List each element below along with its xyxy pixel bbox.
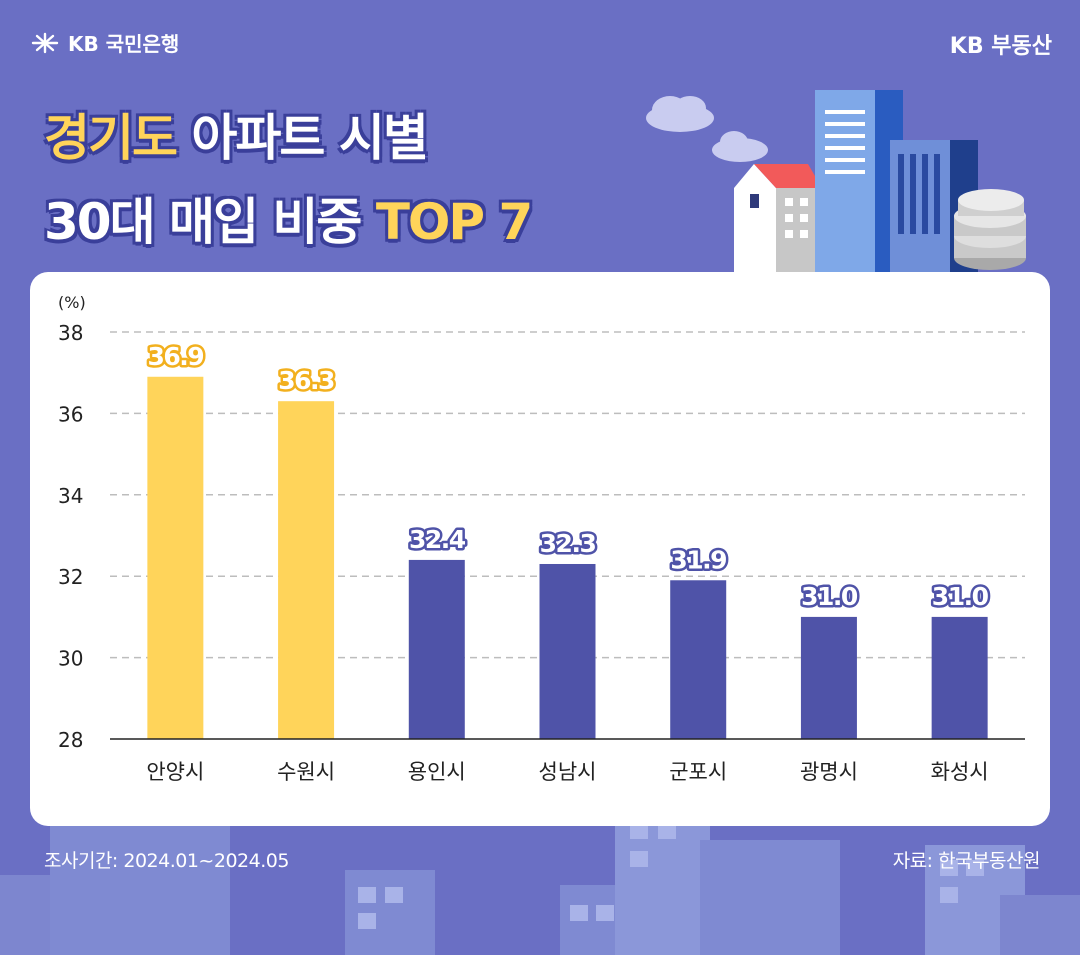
data-label: 31.0	[932, 582, 989, 611]
bar	[931, 616, 988, 739]
bar	[539, 563, 596, 739]
kb-star-icon	[31, 32, 59, 53]
data-label: 32.4	[409, 525, 466, 554]
bar	[278, 401, 335, 739]
y-tick-label: 32	[58, 565, 83, 589]
data-source: 자료: 한국부동산원	[892, 850, 1041, 872]
x-tick-label: 광명시	[800, 760, 858, 784]
x-tick-label: 화성시	[931, 760, 989, 784]
data-label: 31.9	[670, 545, 726, 574]
x-tick-label: 군포시	[669, 760, 727, 784]
cloud-icon	[646, 96, 768, 162]
data-label: 36.3	[278, 366, 334, 395]
kb-bank-logo: KB 국민은행	[30, 28, 179, 57]
title-line2-rest: 30대 매입 비중	[44, 193, 376, 251]
title-highlight-top7: TOP 7	[375, 193, 533, 251]
kb-real-estate-logo: KB 부동산	[949, 34, 1052, 59]
chart-card: 36.9 36.3 32.4 32.3 31.9 31.0 31.0 (%) 28 30 32 34…	[30, 272, 1050, 826]
x-tick-label: 안양시	[146, 760, 204, 784]
y-tick-label: 28	[58, 728, 83, 752]
bar	[408, 559, 465, 739]
buildings-illustration	[646, 90, 1026, 273]
y-tick-label: 34	[58, 484, 83, 508]
survey-period: 조사기간: 2024.01~2024.05	[44, 850, 289, 872]
bar-chart: 36.9 36.3 32.4 32.3 31.9 31.0 31.0 (%) 28 30 32 34…	[58, 293, 1025, 784]
tower-icon	[815, 90, 978, 273]
page-title: 경기도 아파트 시별 30대 매입 비중 TOP 7	[44, 96, 533, 264]
bank-logo-text: KB 국민은행	[68, 32, 180, 56]
x-tick-label: 수원시	[277, 760, 335, 784]
y-tick-label: 30	[58, 647, 83, 671]
data-label: 32.3	[540, 529, 596, 558]
bar	[800, 616, 857, 739]
skyline-background	[0, 815, 1080, 955]
house-icon	[734, 164, 822, 273]
x-tick-label: 성남시	[539, 760, 597, 784]
x-tick-label: 용인시	[408, 760, 466, 784]
bar	[670, 580, 727, 739]
y-tick-label: 36	[58, 402, 83, 426]
title-highlight-region: 경기도	[44, 109, 178, 167]
y-axis-unit-label: (%)	[58, 293, 86, 312]
data-label: 31.0	[801, 582, 858, 611]
title-line1-rest: 아파트 시별	[176, 109, 428, 167]
y-tick-label: 38	[58, 321, 83, 345]
bar	[147, 376, 204, 739]
data-label: 36.9	[148, 342, 204, 371]
coins-icon	[954, 189, 1026, 270]
